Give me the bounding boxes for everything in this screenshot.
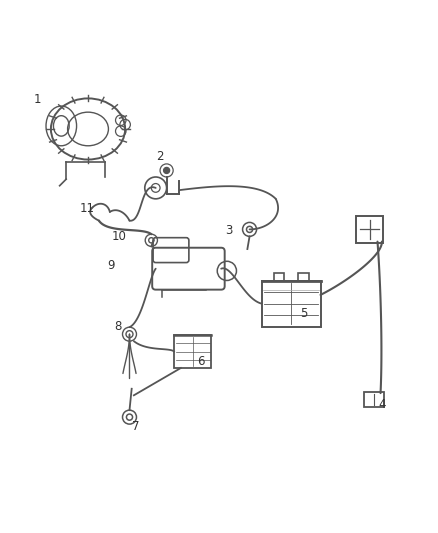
Circle shape <box>163 167 170 174</box>
Text: 7: 7 <box>132 420 139 433</box>
Text: 4: 4 <box>378 398 386 411</box>
Text: 8: 8 <box>114 320 122 333</box>
Text: 6: 6 <box>197 355 205 368</box>
Text: 3: 3 <box>226 224 233 237</box>
Text: 11: 11 <box>79 202 94 215</box>
Text: 1: 1 <box>33 93 41 106</box>
Text: 5: 5 <box>300 306 307 320</box>
Text: 2: 2 <box>155 150 163 163</box>
Text: 10: 10 <box>112 230 127 243</box>
Text: 9: 9 <box>108 259 115 272</box>
